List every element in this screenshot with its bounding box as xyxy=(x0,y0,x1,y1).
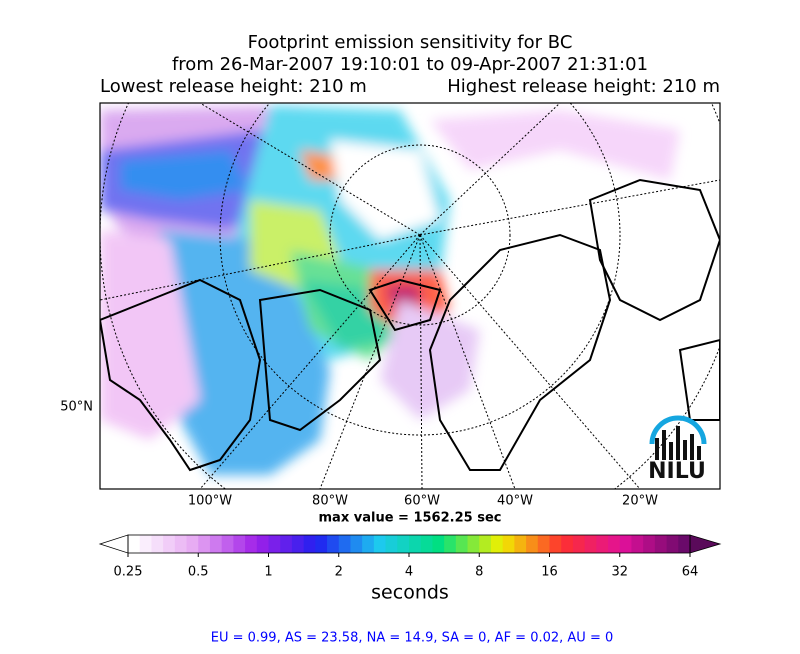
colorbar-segment xyxy=(619,535,632,553)
logo-text: NILU xyxy=(648,459,706,484)
colorbar-segment xyxy=(373,535,387,553)
colorbar-tick-label: 0.5 xyxy=(188,565,209,580)
colorbar-segment xyxy=(327,535,340,553)
colorbar-segment xyxy=(291,535,305,553)
lon-label: 60°W xyxy=(404,494,440,509)
colorbar-segment xyxy=(139,535,152,553)
colorbar-tick-label: 4 xyxy=(405,565,413,580)
colorbar-segment xyxy=(362,535,375,553)
colorbar-segment xyxy=(455,535,469,553)
colorbar-segment xyxy=(526,535,539,553)
colorbar-tick-label: 1 xyxy=(264,565,272,580)
colorbar-segment xyxy=(572,535,586,553)
colorbar-segment xyxy=(596,535,609,553)
colorbar-segment xyxy=(163,535,176,553)
coastlines xyxy=(100,178,720,472)
colorbar-segment xyxy=(643,535,656,553)
colorbar-segment xyxy=(186,535,199,553)
colorbar-segment xyxy=(198,535,211,553)
colorbar-tick-label: 64 xyxy=(682,565,699,580)
region-summary: EU = 0.99, AS = 23.58, NA = 14.9, SA = 0… xyxy=(211,631,614,646)
lon-label: 20°W xyxy=(622,494,658,509)
colorbar-under xyxy=(98,534,129,554)
map-frame xyxy=(99,102,721,490)
colorbar-segment xyxy=(128,535,141,553)
highest-height: Highest release height: 210 m xyxy=(447,76,720,97)
colorbar-segment xyxy=(608,535,621,553)
colorbar-segment xyxy=(245,535,258,553)
colorbar-label: seconds xyxy=(371,582,449,604)
colorbar-segment xyxy=(209,535,223,553)
colorbar-tick-label: 32 xyxy=(611,565,628,580)
colorbar-segment xyxy=(280,535,293,553)
colorbar-segment xyxy=(502,535,515,553)
colorbar-segment xyxy=(221,535,234,553)
colorbar-segment xyxy=(444,535,457,553)
colorbar-segment xyxy=(654,535,668,553)
colorbar: 0.25 0.5 1 2 4 8 16 32 64 xyxy=(98,534,722,580)
colorbar-segment xyxy=(549,535,562,553)
colorbar-segment xyxy=(233,535,246,553)
colorbar-segment xyxy=(338,535,351,553)
colorbar-segment xyxy=(537,535,550,553)
colorbar-segment xyxy=(678,535,691,553)
colorbar-segment xyxy=(514,535,527,553)
colorbar-segment xyxy=(303,535,316,553)
colorbar-segment xyxy=(409,535,422,553)
lon-label: 40°W xyxy=(497,494,533,509)
colorbar-segment xyxy=(268,535,281,553)
lon-labels: 100°W 80°W 60°W 40°W 20°W xyxy=(188,494,658,509)
colorbar-tick-label: 16 xyxy=(541,565,558,580)
colorbar-segment xyxy=(350,535,363,553)
colorbar-segment xyxy=(584,535,597,553)
colorbar-segment xyxy=(467,535,480,553)
colorbar-over xyxy=(689,534,722,554)
map: NILU xyxy=(100,103,720,489)
subtitle: from 26-Mar-2007 19:10:01 to 09-Apr-2007… xyxy=(172,54,648,75)
colorbar-tick-label: 2 xyxy=(335,565,343,580)
lon-label: 80°W xyxy=(312,494,348,509)
lowest-height: Lowest release height: 210 m xyxy=(100,76,367,97)
colorbar-segment xyxy=(315,535,328,553)
colorbar-segment xyxy=(174,535,188,553)
colorbar-tick-label: 0.25 xyxy=(114,565,143,580)
colorbar-tick-label: 8 xyxy=(475,565,483,580)
colorbar-segment xyxy=(490,535,504,553)
max-value: max value = 1562.25 sec xyxy=(319,511,502,526)
colorbar-segment xyxy=(256,535,269,553)
colorbar-segment xyxy=(151,535,164,553)
lon-label: 100°W xyxy=(188,494,232,509)
lat-label: 50°N xyxy=(60,400,93,415)
colorbar-segment xyxy=(432,535,445,553)
colorbar-segment xyxy=(420,535,433,553)
colorbar-segment xyxy=(479,535,492,553)
colorbar-segment xyxy=(561,535,574,553)
colorbar-segment xyxy=(385,535,398,553)
colorbar-segment xyxy=(631,535,644,553)
title: Footprint emission sensitivity for BC xyxy=(248,32,573,53)
colorbar-segment xyxy=(397,535,410,553)
graticule xyxy=(100,103,720,489)
nilu-logo xyxy=(649,415,707,460)
colorbar-segment xyxy=(666,535,679,553)
